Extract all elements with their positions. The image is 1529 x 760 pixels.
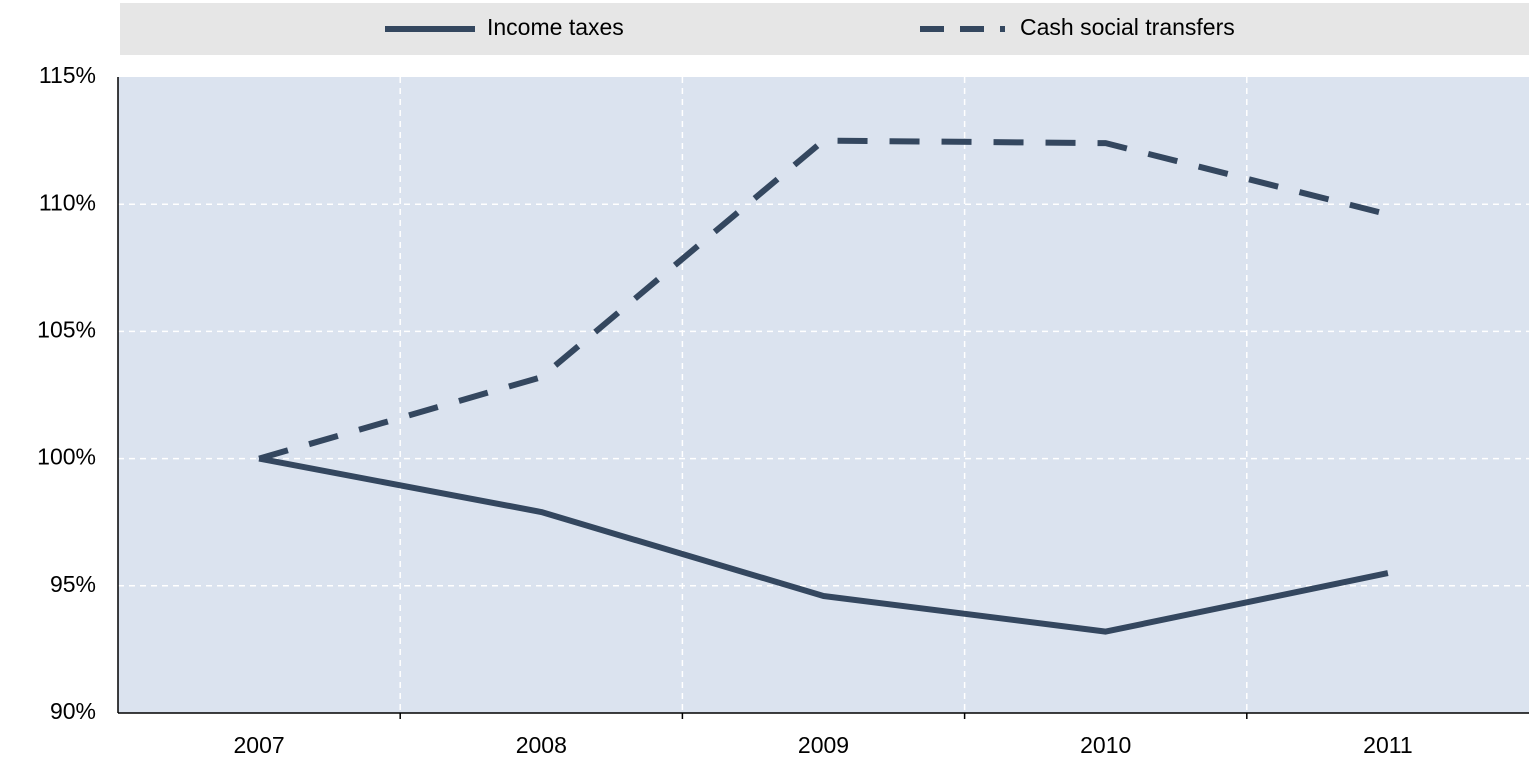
y-tick-label: 105% xyxy=(37,316,96,342)
legend-label: Income taxes xyxy=(487,14,624,40)
plot-area xyxy=(118,77,1529,713)
y-tick-label: 95% xyxy=(50,571,96,597)
x-tick-label: 2011 xyxy=(1363,732,1412,758)
legend-label: Cash social transfers xyxy=(1020,14,1235,40)
y-tick-label: 110% xyxy=(39,189,96,215)
series-line xyxy=(258,137,1389,462)
x-tick-label: 2009 xyxy=(798,732,849,758)
y-tick-label: 100% xyxy=(37,444,96,470)
x-tick-label: 2008 xyxy=(516,732,567,758)
x-tick-label: 2010 xyxy=(1080,732,1131,758)
y-tick-label: 115% xyxy=(39,62,96,88)
series-line xyxy=(258,455,1389,635)
y-tick-label: 90% xyxy=(50,698,96,724)
legend-background xyxy=(120,3,1529,55)
x-tick-label: 2007 xyxy=(234,732,285,758)
